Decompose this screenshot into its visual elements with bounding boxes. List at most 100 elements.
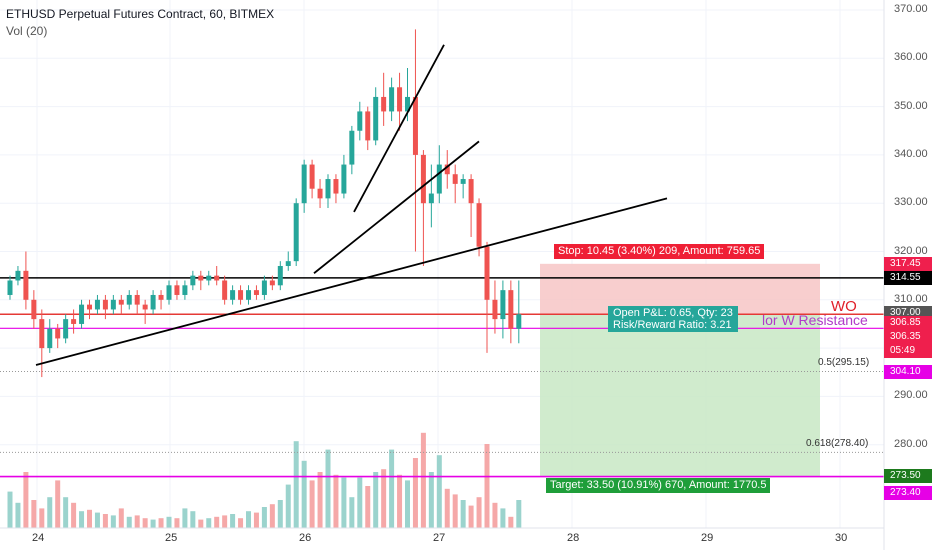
price-tag: 314.55 [884,270,932,285]
candle [15,265,21,286]
candle [317,179,323,209]
candle-body [476,203,482,247]
candle [269,275,275,291]
volume-bar [94,512,100,528]
volume-bar [31,500,37,528]
volume-bar [230,514,236,528]
volume-bar [484,444,490,528]
volume-bar [87,509,92,528]
candle-body [444,164,450,175]
volume-bar [492,502,498,528]
candles [7,29,522,378]
candle [444,150,450,189]
candle-body [238,290,244,300]
candle-body [277,265,283,286]
candle [389,77,395,122]
candle [325,174,331,209]
volume-bar [317,472,323,528]
candle-body [492,299,498,320]
volume-bar [190,511,196,528]
candle-body [436,164,442,194]
price-tag: 306.35 [884,330,932,345]
candle-body [166,285,172,300]
candle-body [142,304,148,310]
candle [142,299,148,324]
candle-body [412,96,418,155]
price-tag: 273.50 [884,469,932,484]
candle-body [484,246,490,300]
volume-bar [174,518,180,528]
grid [0,0,884,528]
candle-body [182,285,188,295]
candle [214,265,220,286]
fib-0.618-label: 0.618(278.40) [806,438,869,449]
target-zone [540,314,820,477]
stop-label: Stop: 10.45 (3.40%) 209, Amount: 759.65 [554,244,765,259]
candle-body [405,96,410,112]
candle [301,159,307,213]
candle-body [420,154,426,204]
volume-bar [452,494,458,528]
volume-bar [389,449,395,528]
volume-bar [142,518,148,528]
candle [150,290,156,315]
candle-body [230,290,236,300]
volume-bar [500,508,506,528]
price-tick: 370.00 [894,3,928,15]
volume-bar [23,472,29,528]
price-tick: 320.00 [894,244,928,257]
candle-body [150,294,156,310]
volume-bar [158,518,164,528]
trendline-long [35,197,668,366]
candle-body [500,290,506,320]
volume-bar [301,460,307,528]
volume-bar [460,500,466,528]
volume-bar [444,488,450,528]
candle [182,280,188,300]
candle [381,72,387,126]
volume-bar [397,474,403,528]
volume-bar [15,502,21,528]
candle-body [452,174,458,184]
candle-body [15,270,21,281]
candle-body [389,87,395,112]
candle-body [365,111,371,141]
candle-body [174,285,180,295]
candle [206,270,212,286]
candle [500,280,506,339]
candle [39,309,45,378]
volume-bar [246,511,251,528]
resistance-annotation: lor W Resistance [762,312,868,328]
time-tick: 28 [567,532,580,544]
volume-bar [206,518,212,528]
price-tag: 05:49 [884,344,932,359]
volume-bar [436,455,442,528]
price-tick: 290.00 [894,389,928,402]
price-tag: 317.45 [884,256,932,271]
candle-body [71,319,77,324]
wo-annotation: WO [831,298,857,315]
indicator-label: Vol (20) [6,24,48,38]
time-tick: 25 [165,532,178,544]
candle-body [134,294,140,305]
volume-bar [47,497,53,528]
open-pnl: Open P&L: 0.65, Qty: 23 [613,307,733,319]
volume-bar [222,515,228,528]
candle-body [222,280,228,300]
candle-body [301,164,307,204]
candle [222,275,228,305]
candle [261,275,267,300]
candle-body [381,96,387,112]
volume-bar [79,511,85,528]
candle [47,319,53,353]
candle-body [325,179,331,199]
volume-bar [238,518,244,528]
risk-reward: Risk/Reward Ratio: 3.21 [613,319,732,331]
candle [110,294,116,315]
candle [23,251,29,310]
volume-bar [476,497,482,528]
price-tag: 273.40 [884,485,932,500]
time-tick: 24 [32,532,45,544]
time-tick: 30 [835,532,848,544]
